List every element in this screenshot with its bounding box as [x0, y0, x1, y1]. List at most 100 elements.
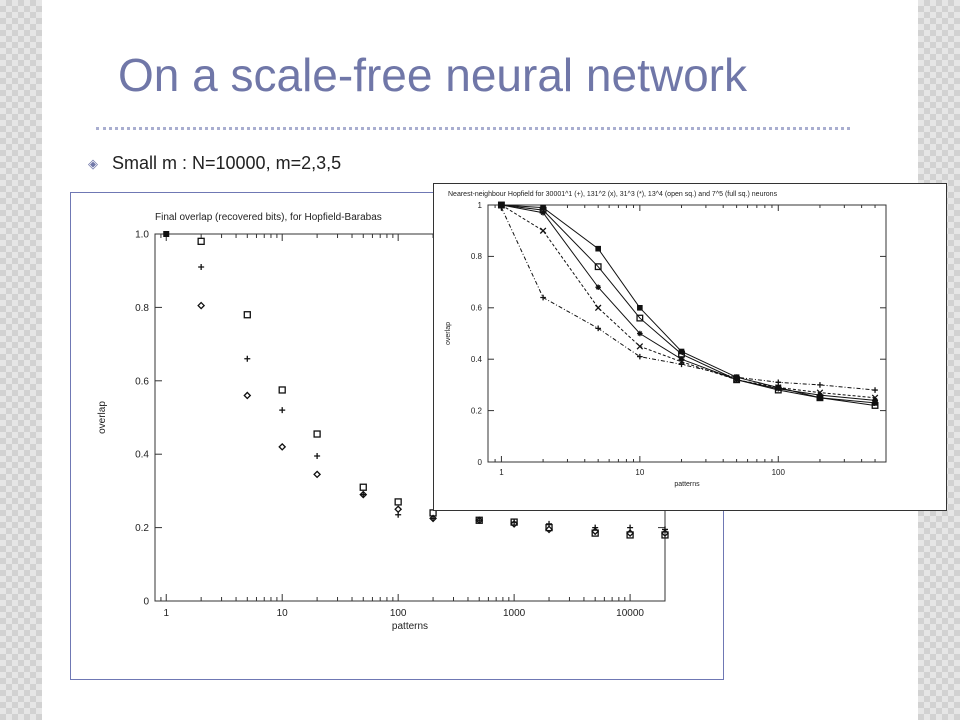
chart1-series-2-point [475, 516, 484, 525]
chart2-series-4-line [500, 207, 876, 391]
chart1-series-2-point [510, 520, 519, 528]
chart2-series-2-point [678, 356, 685, 362]
chart1-series-1-point [430, 515, 437, 522]
chart2-series-4-point [733, 374, 740, 380]
chart1-series-2-point [429, 514, 437, 523]
chart1-series-2-point [394, 505, 403, 514]
chart1-chart-title: Final overlap (recovered bits), for Hopf… [155, 212, 382, 223]
chart1-x-tick-label: 10000 [616, 608, 644, 619]
chart1-series-1-point [314, 453, 321, 460]
chart2-series-0-point [637, 305, 643, 311]
chart1-y-axis-label: overlap [97, 401, 108, 434]
chart2-series-4-point-shape [775, 379, 782, 386]
chart1-series-2-point-shape [313, 470, 322, 479]
chart1-series-0-point [243, 311, 251, 319]
chart1-series-2-point [359, 490, 368, 499]
chart2-series-3-point-shape [539, 227, 547, 234]
chart1-series-2-point-shape [545, 525, 553, 534]
chart2-series-1-line [501, 204, 876, 406]
chart2-series-3-point [594, 304, 602, 312]
chart1-series-0-point-shape [394, 498, 402, 506]
slide-title: On a scale-free neural network [118, 49, 747, 101]
chart1-series-0-point [278, 386, 286, 394]
chart2-series-2-point-shape [595, 284, 601, 291]
chart2-series-2-point-shape [678, 356, 685, 362]
chart2-series-4-point-shape [733, 374, 740, 380]
chart1-series-2-point [545, 525, 553, 534]
chart1-series-2-point-shape [429, 514, 437, 523]
chart2-series-0-point [595, 245, 601, 252]
chart1-series-2-point [278, 442, 287, 451]
chart2-series-3-point [775, 384, 782, 391]
chart2-series-3-point [636, 343, 644, 350]
chart2-x-tick-label: 10 [635, 468, 644, 477]
chart1-series-0-point-shape [197, 237, 205, 245]
chart1-series-1-point-shape [476, 517, 483, 524]
chart2-y-tick-label: 0.4 [471, 355, 483, 364]
chart1-series-1-point [198, 264, 205, 271]
chart2-series-1-point [636, 314, 644, 322]
chart2-series-3-point-shape [775, 384, 782, 391]
chart2-series-3-point-shape [636, 343, 644, 350]
chart2-series-4-point-shape [498, 204, 505, 211]
chart2-series-4-point [872, 387, 878, 393]
chart2-x-tick-label: 1 [499, 468, 504, 477]
chart2-y-tick-label: 0.8 [471, 252, 483, 261]
chart2-series-4-point-shape [817, 382, 823, 388]
chart1-y-tick-label: 0 [143, 597, 149, 608]
chart1-series-1-point-shape [279, 407, 286, 414]
chart2-series-4-point [540, 294, 546, 301]
chart2-series-2-line [501, 204, 876, 401]
chart1-series-0-point [626, 531, 634, 539]
chart1-series-1-point [360, 491, 367, 498]
chart1-series-2-point-shape [591, 527, 600, 536]
chart1-series-0-point-shape [243, 311, 251, 319]
chart1-x-axis-label: patterns [392, 621, 428, 632]
chart2-chart-title: Nearest-neighbour Hopfield for 30001^1 (… [448, 191, 778, 198]
chart1-series-2-point-shape [661, 529, 669, 538]
chart2-plot-frame [487, 204, 887, 463]
chart2-series-2-point-shape [817, 392, 823, 398]
chart1-series-0-point [394, 498, 402, 506]
chart1-y-tick-label: 0.4 [135, 450, 149, 461]
chart2-series-2-point [637, 330, 643, 337]
title-divider [96, 127, 850, 130]
chart1-series-1-point [476, 517, 483, 524]
chart1-series-1-point-shape [198, 264, 205, 271]
chart2-series-4-point-shape [872, 387, 878, 393]
chart2-series-0-point-shape [637, 305, 643, 311]
chart2-series-4-point [775, 379, 782, 386]
chart2-series-0-point-shape [595, 245, 601, 252]
chart2-x-tick-label: 100 [772, 468, 786, 477]
chart1-series-2-point-shape [243, 391, 252, 400]
left-checker-border [0, 0, 42, 720]
chart2-series-3-point-shape [816, 389, 824, 396]
chart2-series-2-point [775, 385, 782, 392]
chart2-series-3-line [501, 204, 876, 399]
chart2-series-2-point [595, 284, 601, 291]
chart2-series-3-point-shape [871, 394, 879, 402]
chart2-series-3-point [871, 394, 879, 402]
chart1-series-2-point [197, 301, 206, 310]
chart2-series-4-point-shape [637, 353, 643, 360]
chart1-series-1-point [279, 407, 286, 414]
chart1-series-2-point-shape [359, 490, 368, 499]
chart2-series-2-point-shape [540, 209, 546, 216]
chart2-y-axis-label: overlap [445, 322, 452, 345]
chart1-series-0-point [197, 237, 205, 245]
bullet-text: Small m : N=10000, m=2,3,5 [112, 153, 342, 173]
chart2-series-2-point-shape [872, 397, 878, 404]
chart2-series-2-point-shape [637, 330, 643, 337]
chart1-x-tick-label: 1000 [503, 608, 526, 619]
chart1-series-1-point-shape [360, 491, 367, 498]
chart1-series-2-point-shape [197, 301, 206, 310]
chart1-x-tick-label: 10 [277, 608, 289, 619]
chart2-series-4-point [595, 325, 601, 332]
chart1-y-tick-label: 0.2 [135, 523, 149, 534]
chart2-series-1-point-shape [594, 263, 602, 271]
chart2-series-3-point [816, 389, 824, 396]
chart1-series-2-point [626, 529, 635, 538]
chart2-series-4-point [498, 204, 505, 211]
chart2-series-4-point-shape [678, 361, 685, 368]
nearest-neighbour-overlap-chart: 1 10 100 0 0.2 0.4 0.6 0.8 1 patterns overlap Neare… [433, 183, 947, 511]
